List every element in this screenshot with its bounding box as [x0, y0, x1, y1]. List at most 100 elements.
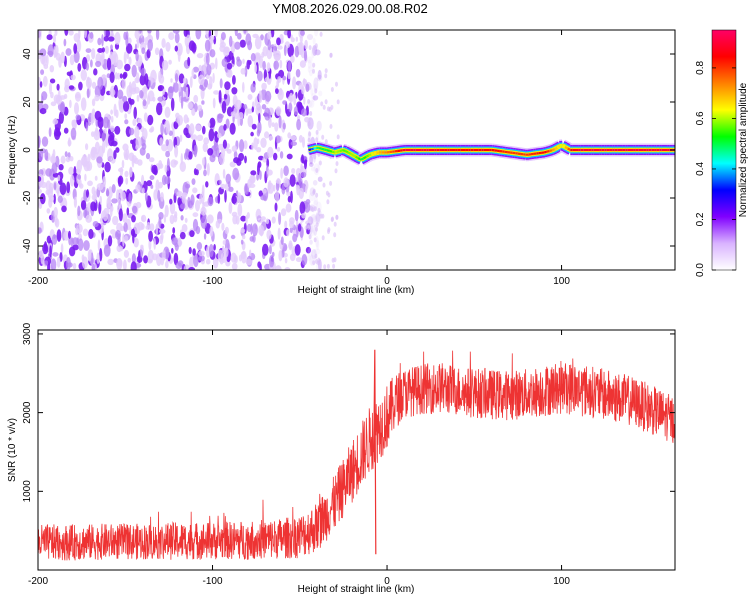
noise-blob	[252, 234, 256, 243]
noise-blob	[168, 130, 173, 136]
noise-blob	[312, 37, 316, 45]
noise-blob	[169, 214, 175, 225]
noise-blob	[277, 45, 283, 50]
track-segment	[321, 147, 325, 151]
noise-blob	[143, 85, 148, 95]
noise-blob	[303, 201, 311, 213]
noise-blob	[319, 31, 323, 37]
noise-blob	[252, 223, 258, 237]
noise-blob	[144, 73, 149, 86]
noise-blob	[74, 102, 79, 115]
noise-blob	[68, 137, 71, 147]
noise-blob	[70, 74, 76, 81]
noise-blob	[250, 170, 257, 176]
noise-blob	[212, 97, 216, 109]
noise-blob	[275, 179, 281, 184]
noise-blob	[214, 30, 218, 38]
noise-blob	[247, 115, 254, 128]
noise-blob	[125, 177, 129, 185]
noise-blob	[161, 144, 168, 152]
noise-blob	[293, 106, 299, 116]
noise-blob	[202, 157, 206, 166]
noise-blob	[173, 252, 179, 266]
noise-blob	[295, 184, 300, 191]
noise-blob	[110, 115, 114, 123]
noise-blob	[315, 211, 321, 225]
noise-blob	[195, 199, 200, 212]
noise-blob	[159, 229, 166, 234]
noise-blob	[108, 129, 111, 135]
noise-blob	[299, 60, 306, 68]
noise-blob	[289, 92, 294, 103]
noise-blob	[135, 51, 139, 62]
noise-blob	[231, 87, 238, 95]
noise-blob	[41, 136, 49, 147]
noise-blob	[111, 198, 118, 204]
noise-blob	[80, 200, 87, 210]
noise-blob	[277, 76, 282, 83]
noise-blob	[192, 66, 199, 73]
noise-blob	[124, 119, 129, 125]
noise-blob	[317, 207, 321, 213]
x-tick-label: -100	[203, 276, 223, 287]
noise-blob	[63, 38, 67, 47]
noise-blob	[183, 127, 189, 136]
noise-blob	[165, 139, 169, 147]
noise-blob	[126, 43, 133, 54]
noise-blob	[78, 81, 83, 91]
noise-blob	[307, 66, 311, 73]
y-tick-label: -40	[22, 238, 33, 253]
noise-blob	[234, 41, 241, 50]
noise-blob	[82, 228, 89, 237]
noise-blob	[238, 152, 245, 162]
noise-blob	[101, 132, 106, 142]
noise-blob	[99, 195, 102, 205]
noise-blob	[53, 127, 61, 140]
noise-blob	[203, 169, 207, 177]
noise-blob	[171, 127, 175, 140]
noise-blob	[316, 239, 320, 251]
noise-blob	[285, 203, 292, 213]
noise-blob	[251, 106, 254, 113]
noise-blob	[131, 155, 135, 168]
track-segment	[365, 154, 370, 158]
noise-blob	[267, 169, 273, 176]
track-segment	[551, 147, 556, 152]
noise-blob	[42, 243, 49, 255]
noise-blob	[246, 108, 253, 114]
noise-blob	[97, 76, 104, 90]
noise-blob	[189, 76, 193, 88]
noise-blob	[173, 122, 179, 130]
track-segment	[543, 150, 548, 154]
noise-blob	[207, 122, 211, 127]
noise-blob	[141, 215, 144, 222]
noise-blob	[57, 195, 63, 203]
noise-blob	[48, 197, 53, 208]
noise-blob	[141, 127, 148, 140]
noise-blob	[60, 51, 65, 64]
noise-blob	[165, 41, 171, 52]
noise-blob	[310, 213, 317, 227]
noise-blob	[46, 235, 52, 244]
noise-blob	[226, 148, 232, 154]
noise-blob	[124, 113, 128, 119]
noise-blob	[313, 154, 317, 160]
noise-blob	[124, 63, 131, 72]
noise-blob	[309, 69, 313, 77]
noise-blob	[289, 135, 297, 141]
noise-blob	[109, 88, 116, 97]
noise-blob	[218, 179, 222, 185]
noise-blob	[118, 167, 124, 173]
noise-blob	[65, 48, 72, 56]
noise-blob	[225, 118, 230, 129]
x-tick-label: 0	[384, 576, 390, 587]
noise-blob	[56, 229, 62, 242]
noise-blob	[242, 234, 246, 240]
noise-blob	[48, 127, 52, 138]
noise-blob	[315, 226, 318, 232]
noise-blob	[292, 233, 298, 243]
colorbar-label: Normalized spectral amplitude	[738, 82, 749, 217]
noise-blob	[151, 164, 158, 175]
noise-blob	[290, 141, 297, 147]
noise-blob	[164, 106, 171, 119]
